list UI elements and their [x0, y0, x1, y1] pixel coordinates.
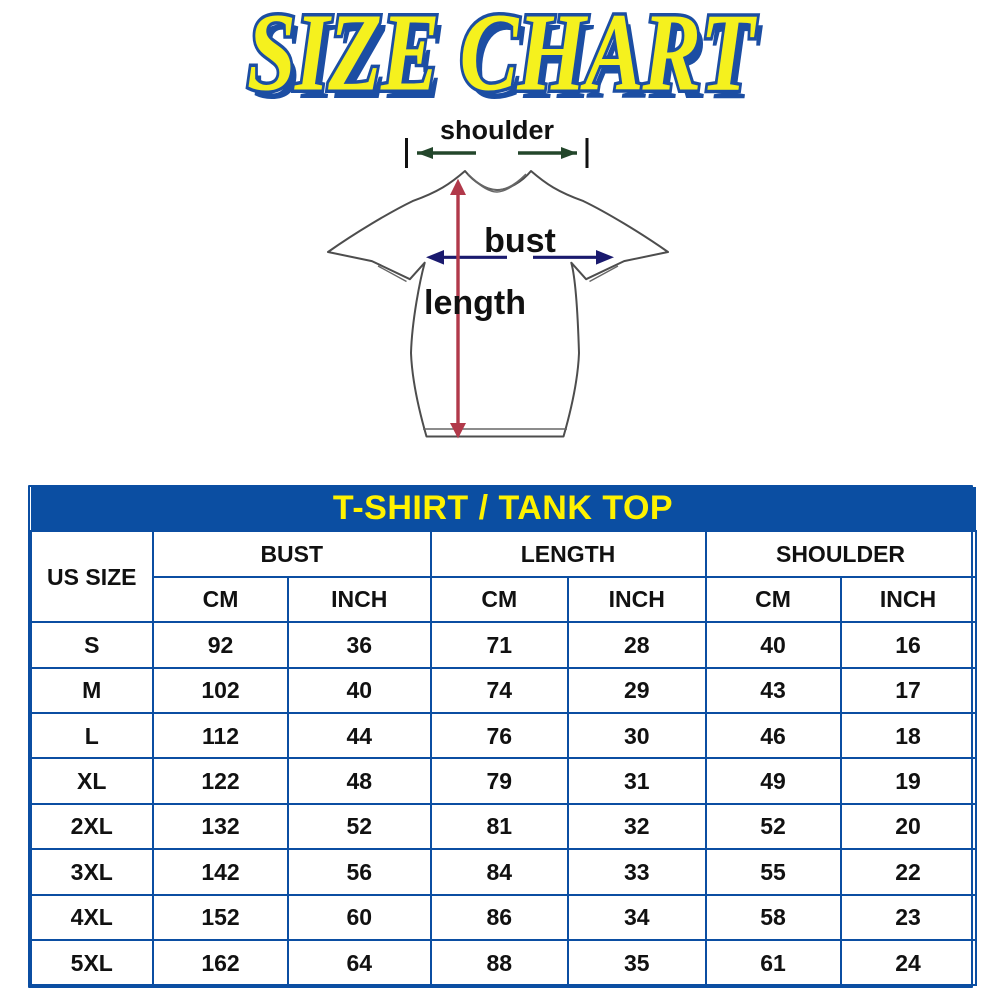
- svg-text:bust: bust: [484, 222, 556, 260]
- svg-text:shoulder: shoulder: [440, 120, 555, 145]
- svg-text:length: length: [424, 284, 526, 322]
